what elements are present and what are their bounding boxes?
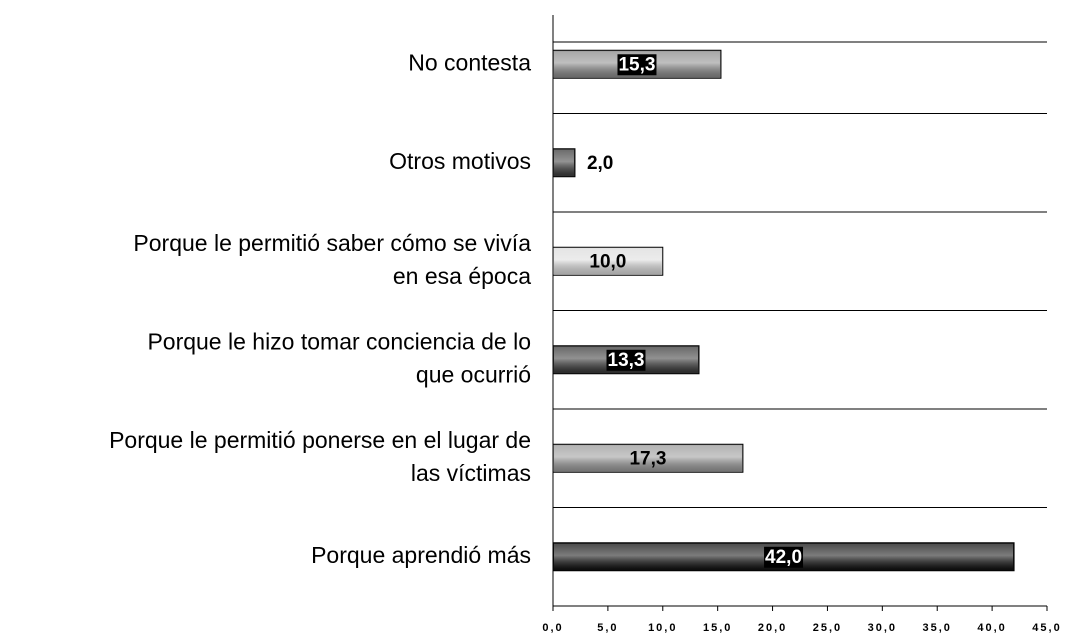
category-label: que ocurrió: [416, 361, 531, 387]
x-tick-label: 5,0: [597, 622, 618, 634]
value-label-box: [764, 546, 804, 568]
category-label: en esa época: [393, 263, 531, 289]
category-label: Otros motivos: [389, 148, 531, 174]
value-label: 13,3: [608, 350, 645, 371]
value-label: 17,3: [629, 448, 666, 469]
x-tick-label: 10,0: [648, 622, 677, 634]
x-tick-label: 20,0: [758, 622, 787, 634]
category-label: No contesta: [408, 49, 531, 75]
value-label-box: [606, 349, 646, 371]
x-tick-label: 40,0: [977, 622, 1006, 634]
bar-shine: [554, 248, 662, 275]
value-label: 42,0: [765, 547, 802, 568]
category-label: Porque le permitió saber cómo se vivía: [133, 230, 531, 256]
category-label: Porque le hizo tomar conciencia de lo: [147, 328, 531, 354]
x-tick-label: 30,0: [868, 622, 897, 634]
category-label: Porque aprendió más: [311, 542, 531, 568]
bar-shine: [554, 149, 574, 176]
bar-shine: [554, 445, 742, 472]
value-label: 2,0: [587, 153, 613, 174]
value-label-box: [617, 54, 657, 76]
x-tick-label: 35,0: [923, 622, 952, 634]
category-label: Porque le permitió ponerse en el lugar d…: [109, 427, 531, 453]
x-tick-label: 45,0: [1032, 622, 1061, 634]
value-label: 10,0: [589, 251, 626, 272]
value-label: 15,3: [618, 54, 655, 75]
x-tick-label: 0,0: [542, 622, 563, 634]
category-label: las víctimas: [411, 460, 531, 486]
x-tick-label: 15,0: [703, 622, 732, 634]
x-tick-label: 25,0: [813, 622, 842, 634]
